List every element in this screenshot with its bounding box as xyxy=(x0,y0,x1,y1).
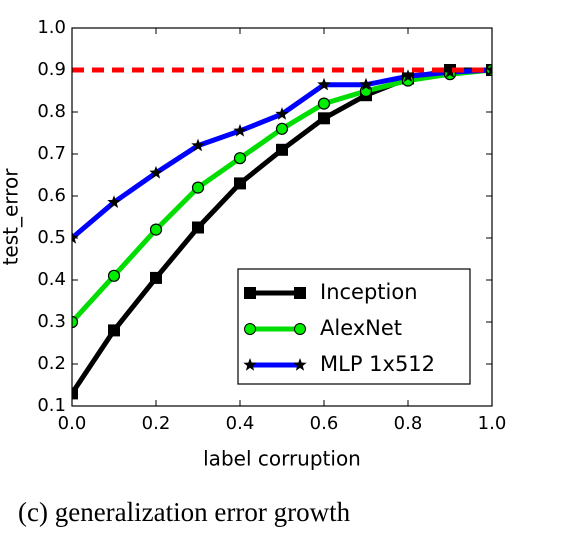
x-tick-label: 0.8 xyxy=(394,413,423,434)
y-tick-label: 0.9 xyxy=(37,59,66,80)
legend-label: MLP 1x512 xyxy=(320,352,435,376)
marker xyxy=(317,77,331,91)
marker xyxy=(191,181,205,194)
caption: (c) generalization error growth xyxy=(18,497,351,527)
legend-marker xyxy=(244,287,256,299)
marker xyxy=(275,122,289,135)
x-tick-label: 0.2 xyxy=(142,413,171,434)
y-tick-label: 0.6 xyxy=(37,185,66,206)
marker xyxy=(359,77,373,91)
legend-label: AlexNet xyxy=(320,316,402,340)
y-tick-label: 0.3 xyxy=(37,311,66,332)
legend-marker xyxy=(294,287,306,299)
marker xyxy=(275,107,289,120)
marker xyxy=(276,143,288,156)
legend-marker xyxy=(244,323,256,335)
marker xyxy=(72,231,79,244)
x-tick-label: 0.0 xyxy=(58,413,87,434)
marker xyxy=(233,152,247,165)
legend-marker xyxy=(243,358,257,371)
y-tick-label: 0.1 xyxy=(37,395,66,416)
marker xyxy=(318,112,330,125)
y-tick-label: 0.4 xyxy=(37,269,66,290)
marker xyxy=(234,177,246,190)
marker xyxy=(192,221,204,234)
x-tick-label: 1.0 xyxy=(478,413,507,434)
plot-frame xyxy=(71,27,493,407)
y-tick-label: 1.0 xyxy=(37,17,66,38)
marker xyxy=(150,271,162,284)
y-tick-label: 0.7 xyxy=(37,143,66,164)
marker xyxy=(401,69,415,82)
marker xyxy=(108,324,120,337)
y-tick-label: 0.5 xyxy=(37,227,66,248)
marker xyxy=(149,223,163,236)
legend-marker xyxy=(294,323,306,335)
marker xyxy=(149,165,163,179)
y-tick-label: 0.2 xyxy=(37,353,66,374)
marker xyxy=(443,65,457,78)
y-axis-label: test_error xyxy=(0,168,23,266)
marker xyxy=(485,63,492,76)
marker xyxy=(233,123,247,137)
marker xyxy=(72,315,79,329)
x-tick-label: 0.4 xyxy=(226,413,255,434)
marker xyxy=(191,138,205,152)
x-axis-label: label corruption xyxy=(203,447,361,471)
legend-marker xyxy=(293,358,307,371)
marker xyxy=(107,269,121,282)
x-tick-label: 0.6 xyxy=(310,413,339,434)
marker xyxy=(72,387,78,400)
marker xyxy=(107,195,121,208)
marker xyxy=(317,97,331,110)
y-tick-label: 0.8 xyxy=(37,101,66,122)
legend-label: Inception xyxy=(320,280,418,304)
